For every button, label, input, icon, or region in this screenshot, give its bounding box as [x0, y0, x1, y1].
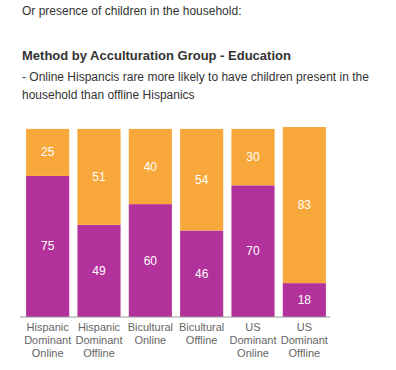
x-axis: [20, 317, 330, 318]
bar-segment: [283, 127, 326, 283]
bar-segment: [231, 129, 274, 185]
data-label: 54: [195, 173, 209, 187]
bar-segment: [231, 185, 274, 317]
bar-segment: [180, 230, 223, 317]
x-tick-label: HispanicDominantOffline: [75, 321, 122, 359]
title: Method by Acculturation Group - Educatio…: [22, 48, 291, 63]
bar-segment: [77, 129, 120, 225]
data-label: 49: [92, 264, 106, 278]
bar-segment: [180, 129, 223, 231]
x-tick-label: BiculturalOffline: [179, 321, 224, 346]
x-tick-label: BiculturalOnline: [128, 321, 173, 346]
x-tick-label: USDominantOnline: [229, 321, 276, 359]
data-labels: 75 25 49 51 60 40 46 54 70 30 18 83: [41, 145, 311, 307]
subtitle: - Online Hispancis rare more likely to h…: [22, 68, 382, 104]
bar-segment: [129, 204, 172, 317]
data-label: 25: [41, 145, 55, 159]
data-label: 30: [246, 150, 260, 164]
bar-segment: [129, 129, 172, 204]
x-tick-label: USDominantOffline: [281, 321, 328, 359]
data-label: 46: [195, 267, 209, 281]
data-label: 51: [92, 170, 106, 184]
pretitle: Or presence of children in the household…: [22, 4, 241, 18]
bar-segment: [77, 225, 120, 317]
data-label: 40: [144, 160, 158, 174]
chart: 75 25 49 51 60 40 46 54 70 30 18 83 HispanicDominant…: [0, 0, 396, 370]
bar-segment: [283, 283, 326, 317]
bars: [26, 127, 326, 317]
data-label: 70: [246, 244, 260, 258]
data-label: 60: [144, 254, 158, 268]
data-label: 18: [298, 293, 312, 307]
bar-segment: [26, 176, 69, 317]
data-label: 75: [41, 239, 55, 253]
x-tick-label: HispanicDominantOnline: [24, 321, 71, 359]
data-label: 83: [298, 198, 312, 212]
bar-segment: [26, 129, 69, 176]
